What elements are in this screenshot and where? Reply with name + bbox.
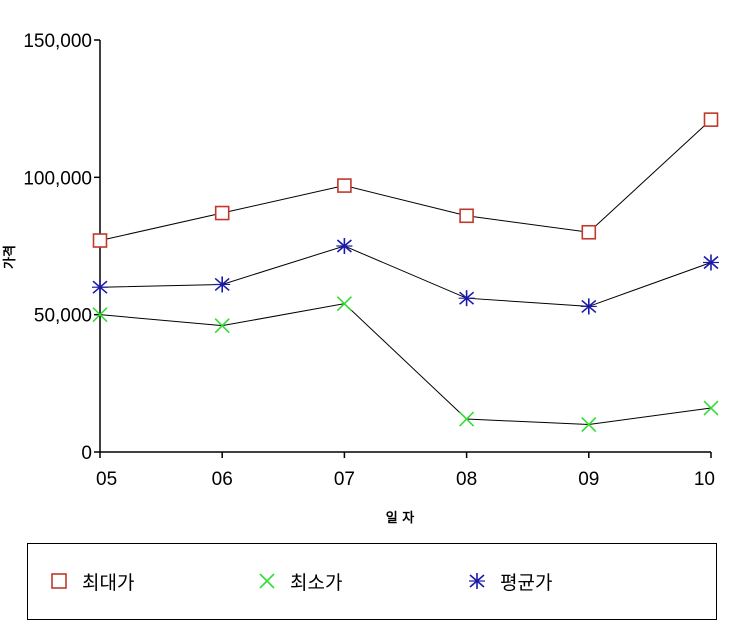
legend-label-min: 최소가	[290, 571, 343, 594]
data-point	[581, 416, 597, 433]
series-markers	[92, 112, 719, 433]
data-point	[703, 254, 719, 271]
x-tick-label: 08	[456, 469, 477, 490]
data-point	[336, 296, 352, 312]
x-tick-label: 05	[96, 469, 117, 490]
data-point	[581, 224, 597, 240]
data-point	[336, 238, 353, 254]
series-line	[99, 303, 712, 426]
asterisk-marker-icon	[469, 573, 485, 589]
legend-item-max: 최대가	[50, 566, 134, 596]
legend-label-max: 최대가	[82, 571, 135, 594]
data-point	[459, 208, 474, 224]
y-axis-title: 가격	[3, 245, 18, 269]
series-line	[99, 119, 712, 241]
legend-item-avg: 평균가	[468, 566, 552, 596]
y-tick-label: 0	[81, 443, 92, 464]
legend-label-avg: 평균가	[500, 571, 553, 594]
data-point	[214, 205, 230, 221]
data-point	[580, 298, 597, 315]
data-point	[92, 279, 108, 296]
axes	[99, 40, 711, 453]
data-point	[92, 233, 108, 248]
x-tick-label: 09	[578, 469, 599, 490]
x-marker-icon	[259, 573, 275, 589]
data-point	[703, 400, 719, 416]
y-tick-label: 150,000	[23, 31, 92, 52]
line-chart: 0 50,000 100,000 150,000 05 06 07 08 09 10 일 자 가격	[3, 31, 719, 526]
legend-item-min: 최소가	[258, 566, 342, 596]
ticks: 0 50,000 100,000 150,000 05 06 07 08 09 10	[23, 31, 715, 490]
legend: 최대가 최소가 평균가	[27, 543, 717, 620]
x-axis-title: 일 자	[386, 511, 414, 526]
data-point	[214, 276, 231, 293]
x-tick-label: 06	[212, 469, 233, 490]
x-tick-label: 10	[694, 469, 715, 490]
y-tick-label: 50,000	[34, 306, 92, 327]
series-lines	[99, 119, 712, 426]
square-marker-icon	[51, 573, 67, 589]
series-line	[99, 245, 712, 307]
data-point	[459, 411, 475, 427]
x-tick-label: 07	[334, 469, 355, 490]
data-point	[337, 178, 352, 193]
data-point	[703, 112, 719, 127]
data-point	[458, 290, 475, 307]
data-point	[92, 307, 108, 323]
data-point	[214, 318, 230, 334]
y-tick-label: 100,000	[23, 168, 92, 189]
